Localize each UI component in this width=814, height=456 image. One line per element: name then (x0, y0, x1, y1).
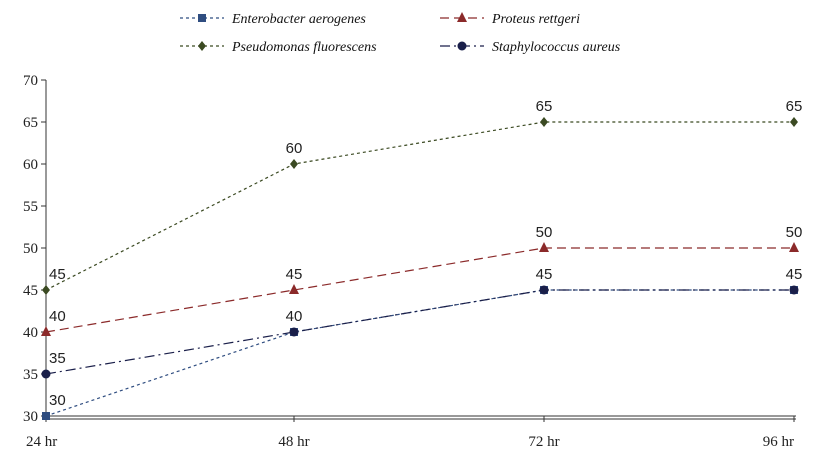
data-point (41, 326, 51, 336)
legend-label: Staphylococcus aureus (492, 40, 621, 55)
data-label: 65 (536, 98, 553, 115)
data-label: 50 (786, 224, 803, 241)
data-label: 40 (286, 308, 303, 325)
data-label: 50 (536, 224, 553, 241)
y-tick-label: 50 (23, 241, 38, 257)
data-point (539, 285, 549, 295)
data-point (41, 369, 51, 379)
x-tick-label: 24 hr (26, 434, 57, 450)
y-tick-label: 30 (23, 409, 38, 425)
x-tick-label: 48 hr (278, 434, 309, 450)
x-tick-label: 96 hr (763, 434, 794, 450)
y-tick-label: 45 (23, 283, 38, 299)
data-label: 35 (49, 350, 66, 367)
legend-marker (457, 12, 467, 22)
data-label: 65 (786, 98, 803, 115)
data-point (539, 242, 549, 252)
legend-item: Enterobacter aerogenes (180, 12, 366, 27)
legend-label: Pseudomonas fluorescens (231, 40, 377, 55)
data-point (789, 285, 799, 295)
data-label: 45 (286, 266, 303, 283)
legend-item: Staphylococcus aureus (440, 40, 621, 55)
y-tick-label: 60 (23, 157, 38, 173)
data-point (790, 117, 798, 127)
y-tick-label: 55 (23, 199, 38, 215)
series-markers (41, 117, 799, 420)
series-line (45, 289, 794, 417)
x-tick-label: 72 hr (528, 434, 559, 450)
legend-label: Enterobacter aerogenes (231, 12, 366, 27)
data-label: 30 (49, 392, 66, 409)
y-tick-label: 70 (23, 73, 38, 89)
legend-item: Proteus rettgeri (440, 12, 580, 27)
data-point (42, 412, 50, 420)
data-label: 45 (49, 266, 66, 283)
data-point (290, 159, 298, 169)
data-point (42, 285, 50, 295)
data-point (540, 117, 548, 127)
data-label: 40 (49, 308, 66, 325)
x-axis: 24 hr 48 hr 72 hr 96 hr (26, 415, 796, 450)
series-lines (45, 121, 794, 417)
legend-marker (198, 41, 206, 51)
data-point (289, 327, 299, 337)
legend-label: Proteus rettgeri (491, 12, 580, 27)
series-line (45, 247, 794, 333)
data-label: 60 (286, 140, 303, 157)
series-line (45, 121, 794, 291)
legend-marker (198, 14, 206, 22)
y-tick-label: 40 (23, 325, 38, 341)
series-line (45, 289, 794, 375)
data-label: 45 (786, 266, 803, 283)
data-labels: 30 40 45 45 40 45 50 50 45 60 65 65 35 (49, 98, 802, 409)
legend: Enterobacter aerogenes Proteus rettgeri Ps… (180, 12, 621, 55)
y-tick-label: 35 (23, 367, 38, 383)
data-point (289, 284, 299, 294)
y-tick-label: 65 (23, 115, 38, 131)
data-point (789, 242, 799, 252)
legend-item: Pseudomonas fluorescens (180, 40, 377, 55)
legend-marker (457, 41, 467, 51)
data-label: 45 (536, 266, 553, 283)
